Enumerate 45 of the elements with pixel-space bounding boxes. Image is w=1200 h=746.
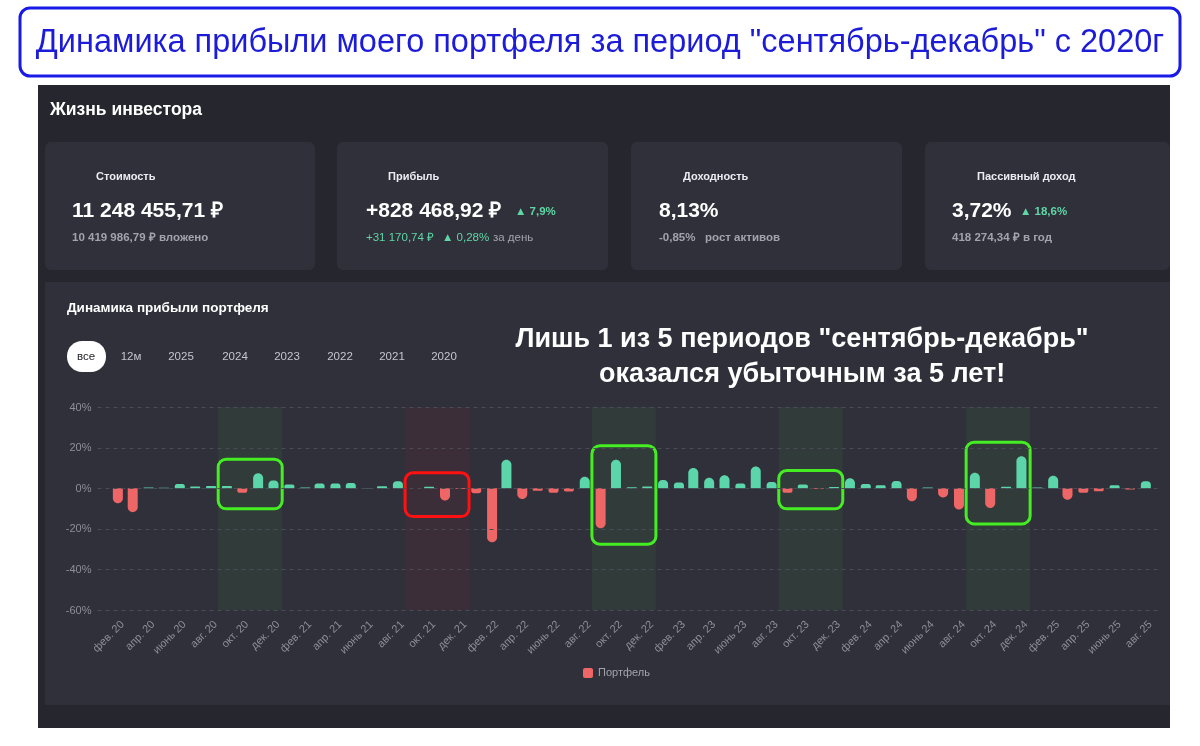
text: Пассивный доход bbox=[977, 170, 1076, 182]
text: все bbox=[76, 350, 96, 362]
chart-subtitle: Динамика прибыли портфеля bbox=[67, 300, 269, 315]
text: 2021 bbox=[379, 350, 405, 362]
x-tick-label: авг. 22 bbox=[561, 617, 594, 650]
text: 2022 bbox=[327, 350, 353, 362]
text: 12м bbox=[120, 350, 142, 362]
text: Прибыль bbox=[388, 170, 440, 182]
text: 418 274,34 ₽ в год bbox=[952, 231, 1053, 243]
text: 2020 bbox=[431, 350, 457, 362]
text: Жизнь инвестора bbox=[49, 99, 203, 119]
text: рост активов bbox=[705, 231, 780, 243]
text: 10 419 986,79 ₽ вложено bbox=[72, 231, 209, 243]
y-tick-label: -40% bbox=[65, 562, 92, 575]
x-tick-label: окт. 20 bbox=[218, 617, 251, 650]
text: Лишь 1 из 5 периодов "сентябрь-декабрь" оказался убыточным за 5 лет! bbox=[515, 323, 1089, 388]
x-tick-label: дек. 20 bbox=[248, 617, 282, 652]
text: Стоимость bbox=[96, 170, 156, 182]
legend-label: Портфель bbox=[598, 666, 651, 678]
y-tick-label: 20% bbox=[69, 441, 92, 454]
y-tick-label: 40% bbox=[69, 400, 92, 413]
x-tick-label: авг. 25 bbox=[1122, 617, 1155, 650]
text: +31 170,74 ₽ bbox=[366, 231, 435, 243]
x-tick-label: авг. 24 bbox=[935, 617, 968, 650]
text: ▲ 0,28% bbox=[442, 231, 490, 243]
text: 8,13% bbox=[659, 198, 719, 221]
text: -0,85% bbox=[659, 231, 696, 243]
chart-title: Динамика прибыли моего портфеля за период "сентябрь-декабрь" с 2020г bbox=[35, 23, 1165, 59]
y-tick-label: -60% bbox=[65, 603, 92, 616]
x-tick-label: авг. 23 bbox=[748, 617, 780, 650]
text: 2025 bbox=[168, 350, 194, 362]
y-tick-label: -20% bbox=[65, 522, 92, 535]
x-tick-label: фев. 20 bbox=[89, 617, 127, 655]
text: 11 248 455,71 ₽ bbox=[72, 198, 223, 221]
text: 3,72% bbox=[952, 198, 1012, 221]
text: 2023 bbox=[274, 350, 300, 362]
text: +828 468,92 ₽ bbox=[366, 198, 502, 221]
text: за день bbox=[493, 231, 534, 243]
x-tick-label: авг. 20 bbox=[187, 617, 220, 650]
x-tick-label: авг. 21 bbox=[374, 617, 407, 650]
text: ▲ 7,9% bbox=[515, 205, 556, 217]
text: ▲ 18,6% bbox=[1020, 205, 1068, 217]
text: 2024 bbox=[222, 350, 249, 362]
text: Доходность bbox=[683, 170, 749, 182]
y-tick-label: 0% bbox=[75, 481, 92, 494]
